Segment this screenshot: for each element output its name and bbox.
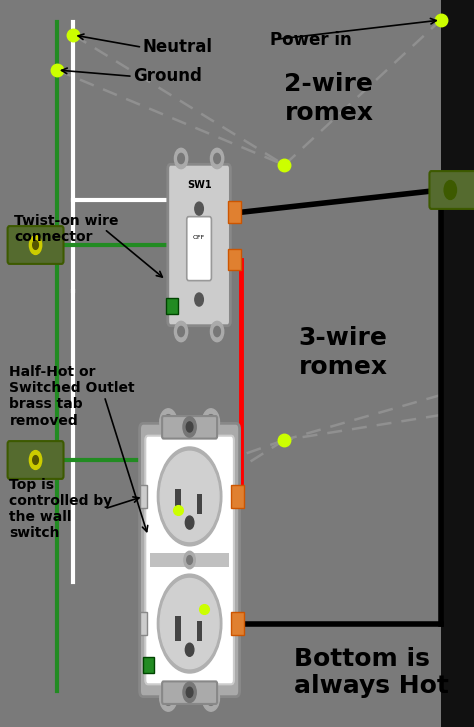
Circle shape xyxy=(178,153,184,164)
Circle shape xyxy=(185,516,194,529)
Bar xyxy=(175,489,181,514)
FancyBboxPatch shape xyxy=(187,217,211,281)
FancyBboxPatch shape xyxy=(168,164,230,326)
Bar xyxy=(139,612,147,635)
Circle shape xyxy=(174,148,188,169)
Bar xyxy=(175,616,181,641)
Bar xyxy=(166,298,178,314)
Text: Half-Hot or
Switched Outlet
brass tab
removed: Half-Hot or Switched Outlet brass tab re… xyxy=(9,365,135,427)
Bar xyxy=(151,553,228,567)
Circle shape xyxy=(214,326,220,337)
Bar xyxy=(441,0,474,727)
Text: Ground: Ground xyxy=(133,68,201,85)
Circle shape xyxy=(183,682,196,702)
Circle shape xyxy=(157,574,222,673)
Circle shape xyxy=(164,691,173,705)
Circle shape xyxy=(202,409,219,435)
Circle shape xyxy=(178,326,184,337)
FancyBboxPatch shape xyxy=(8,226,64,264)
Circle shape xyxy=(160,409,177,435)
FancyBboxPatch shape xyxy=(162,681,217,704)
Text: Top is
controlled by
the wall
switch: Top is controlled by the wall switch xyxy=(9,478,113,540)
Circle shape xyxy=(160,685,177,711)
Circle shape xyxy=(195,202,203,215)
Bar xyxy=(231,485,245,508)
Circle shape xyxy=(157,447,222,546)
FancyBboxPatch shape xyxy=(139,423,239,696)
FancyBboxPatch shape xyxy=(162,416,217,438)
Circle shape xyxy=(187,555,192,564)
Circle shape xyxy=(184,551,195,569)
Text: Neutral: Neutral xyxy=(142,39,212,56)
Text: romex: romex xyxy=(284,100,374,125)
Text: romex: romex xyxy=(299,355,388,379)
Circle shape xyxy=(185,643,194,656)
Circle shape xyxy=(29,451,42,470)
Bar xyxy=(143,656,154,672)
Circle shape xyxy=(210,321,224,342)
Circle shape xyxy=(160,451,219,542)
Text: OFF: OFF xyxy=(193,236,205,240)
Circle shape xyxy=(214,153,220,164)
Circle shape xyxy=(183,417,196,437)
Circle shape xyxy=(186,422,193,432)
Circle shape xyxy=(206,414,216,429)
Circle shape xyxy=(202,685,219,711)
Text: 3-wire: 3-wire xyxy=(299,326,387,350)
Circle shape xyxy=(33,241,38,249)
Text: Power in: Power in xyxy=(270,31,352,49)
Circle shape xyxy=(195,293,203,306)
Circle shape xyxy=(174,321,188,342)
Circle shape xyxy=(33,456,38,465)
FancyBboxPatch shape xyxy=(429,171,474,209)
Bar xyxy=(139,485,147,508)
Bar xyxy=(228,249,241,270)
Bar xyxy=(197,621,202,641)
Text: 2-wire: 2-wire xyxy=(284,71,373,96)
Circle shape xyxy=(444,180,456,199)
Circle shape xyxy=(29,236,42,254)
Text: Twist-on wire
connector: Twist-on wire connector xyxy=(14,214,118,244)
Circle shape xyxy=(206,691,216,705)
Circle shape xyxy=(164,414,173,429)
Circle shape xyxy=(210,148,224,169)
Bar xyxy=(228,201,241,223)
Bar xyxy=(231,612,245,635)
Text: SW1: SW1 xyxy=(187,180,211,190)
Circle shape xyxy=(160,579,219,669)
Circle shape xyxy=(186,687,193,697)
FancyBboxPatch shape xyxy=(8,441,64,479)
Text: Bottom is
always Hot: Bottom is always Hot xyxy=(294,646,449,699)
FancyBboxPatch shape xyxy=(145,435,234,684)
Bar xyxy=(197,494,202,514)
